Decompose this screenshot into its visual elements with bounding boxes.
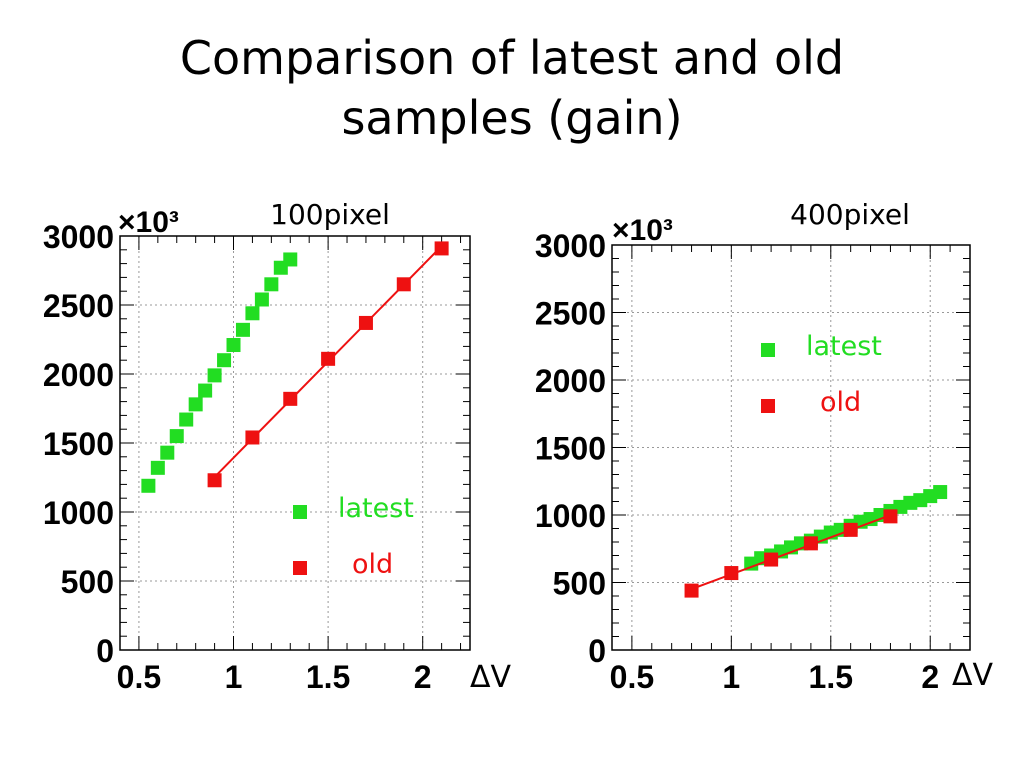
y-tick-label: 2500 [535,296,606,332]
y-tick-label: 500 [61,564,114,600]
y-tick-label: 1500 [43,426,114,462]
data-point-old [724,566,739,581]
data-point-old [321,351,336,366]
data-point-latest [283,252,298,267]
legend-marker-old [293,561,307,575]
data-point-latest [245,306,260,321]
y-tick-label: 500 [553,566,606,602]
chart-title: 400pixel [790,198,910,231]
y-multiplier-label: ×10³ [612,214,673,247]
slide-title-line-1: Comparison of latest and old [179,31,845,85]
data-point-latest [226,338,241,353]
data-point-latest [217,353,232,368]
data-point-latest [207,368,222,383]
data-point-latest [179,412,194,427]
y-tick-label: 0 [96,633,114,669]
data-point-old [803,536,818,551]
x-tick-label: 2 [414,659,432,695]
data-point-old [396,277,411,292]
legend-label-old: old [820,387,861,418]
data-point-old [245,430,260,445]
plot-frame [611,244,971,651]
data-point-latest [254,292,269,307]
data-point-latest [160,445,175,460]
legend-label-latest: latest [338,493,414,524]
slide-title: Comparison of latest and old samples (ga… [0,28,1024,148]
x-axis-label: ΔV [470,660,512,695]
data-point-old [883,509,898,524]
chart-title: 100pixel [270,198,390,231]
x-tick-label: 1 [225,659,243,695]
data-point-latest [141,478,156,493]
x-tick-label: 2 [921,659,939,695]
chart-2: 0.5 1 1.5 2 0 500 1000 1500 2000 2500 3000 ×10³ 400p… [535,198,994,695]
y-tick-label: 0 [588,633,606,669]
y-tick-label: 2000 [43,357,114,393]
y-tick-label: 1500 [535,431,606,467]
data-point-old [358,315,373,330]
y-tick-label: 1000 [535,498,606,534]
x-tick-label: 1.5 [306,659,350,695]
data-point-old [283,391,298,406]
data-point-latest [188,397,203,412]
x-axis-label: ΔV [952,658,994,693]
data-point-latest [169,429,184,444]
y-multiplier-label: ×10³ [118,206,179,239]
y-tick-label: 2000 [535,363,606,399]
x-tick-label: 1 [722,659,740,695]
y-tick-label: 2500 [43,288,114,324]
data-point-old [843,522,858,537]
data-point-old [434,241,449,256]
y-tick-label: 3000 [43,219,114,255]
data-point-latest [933,485,948,500]
data-point-old [207,473,222,488]
legend-marker-old [761,399,775,413]
chart-1: 0.5 1 1.5 2 0 500 1000 1500 2000 2500 3000 ×10³ 100p… [43,198,512,695]
legend-label-old: old [352,549,393,580]
x-tick-label: 0.5 [610,659,654,695]
x-tick-label: 1.5 [809,659,853,695]
x-tick-label: 0.5 [117,659,161,695]
data-point-latest [235,322,250,337]
y-tick-label: 3000 [535,228,606,264]
legend-label-latest: latest [806,331,882,362]
y-tick-label: 1000 [43,495,114,531]
data-point-old [684,583,699,598]
slide-title-line-2: samples (gain) [341,91,683,145]
data-point-latest [198,383,213,398]
legend-marker-latest [293,505,307,519]
fit-line-old [691,514,891,590]
data-point-old [764,552,779,567]
data-point-latest [264,277,279,292]
data-point-latest [150,460,165,475]
legend-marker-latest [761,343,775,357]
